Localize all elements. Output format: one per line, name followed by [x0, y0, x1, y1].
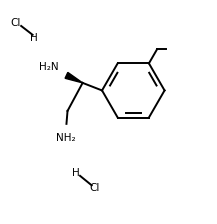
Text: NH₂: NH₂ [56, 133, 75, 143]
Polygon shape [65, 72, 83, 83]
Text: Cl: Cl [89, 183, 100, 193]
Text: H: H [30, 33, 38, 43]
Text: Cl: Cl [11, 17, 21, 28]
Text: H₂N: H₂N [39, 62, 59, 72]
Text: H: H [72, 168, 80, 179]
